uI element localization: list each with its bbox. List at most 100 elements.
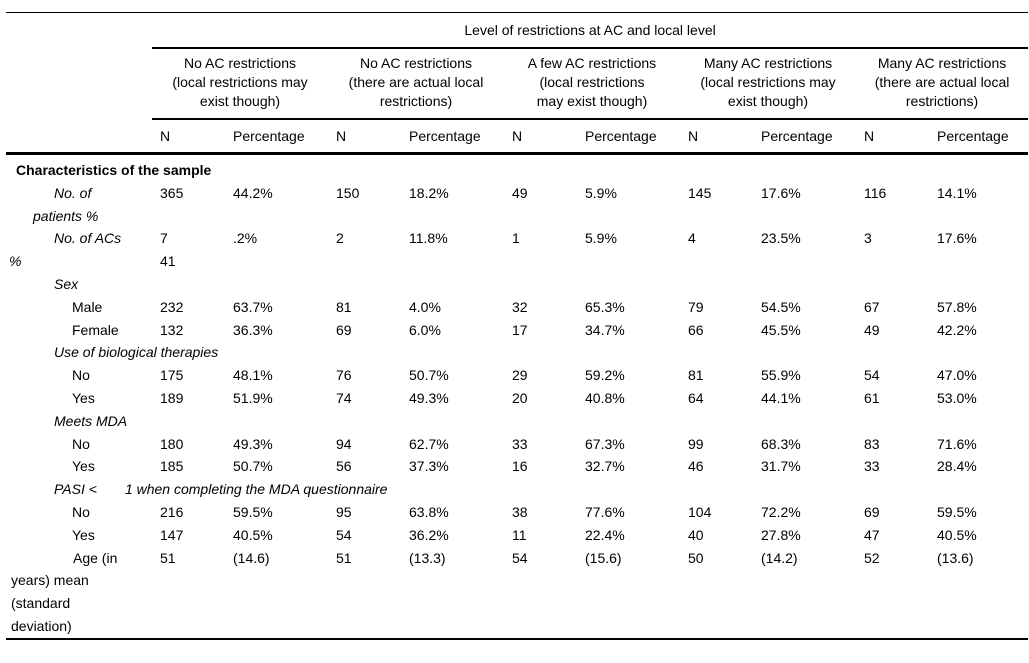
percentage-value: (13.6) bbox=[937, 549, 974, 566]
table-row: Male 232 63.7% 81 4.0% 32 65.3% 79 54.5% 67 57.8% bbox=[6, 296, 1028, 319]
column-header-n: N bbox=[152, 119, 233, 155]
n-value: 32 bbox=[512, 298, 528, 315]
percentage-value bbox=[233, 154, 328, 182]
n-value: 104 bbox=[688, 503, 712, 520]
n-value bbox=[504, 341, 585, 364]
column-header-percentage: Percentage bbox=[409, 119, 504, 155]
n-value: 175 bbox=[160, 367, 184, 384]
n-value bbox=[856, 273, 937, 296]
n-value: 17 bbox=[512, 321, 528, 338]
percentage-value bbox=[937, 154, 1028, 182]
percentage-value bbox=[937, 341, 1028, 364]
percentage-value: 45.5% bbox=[761, 321, 801, 338]
n-value: 147 bbox=[160, 526, 184, 543]
table-row: No. of patients % 365 44.2% 150 18.2% 49 5.9% 14… bbox=[6, 182, 1028, 228]
n-value bbox=[504, 154, 585, 182]
percentage-value: 42.2% bbox=[937, 321, 977, 338]
n-value bbox=[504, 273, 585, 296]
table-row: Sex bbox=[6, 273, 1028, 296]
column-header-percentage: Percentage bbox=[585, 119, 680, 155]
table-row: No 180 49.3% 94 62.7% 33 67.3% 99 68.3% 83 71.6% bbox=[6, 433, 1028, 456]
table-row: Yes 147 40.5% 54 36.2% 11 22.4% 40 27.8% 47 40.5% bbox=[6, 524, 1028, 547]
n-value: 50 bbox=[688, 549, 704, 566]
percentage-value: 63.8% bbox=[409, 503, 449, 520]
percentage-value: 5.9% bbox=[585, 184, 617, 201]
percentage-value: 23.5% bbox=[761, 230, 801, 247]
corner-blank-cell bbox=[6, 48, 152, 119]
n-value: 116 bbox=[864, 184, 887, 201]
n-value bbox=[856, 341, 937, 364]
row-label: Age (in years) mean (standard deviation) bbox=[11, 549, 118, 634]
percentage-value: 59.5% bbox=[937, 503, 977, 520]
percentage-value: 14.1% bbox=[937, 184, 977, 201]
percentage-value bbox=[409, 410, 504, 433]
percentage-value: 44.1% bbox=[761, 389, 801, 406]
percentage-value: 27.8% bbox=[761, 526, 801, 543]
subheader-row: N Percentage N Percentage N Percentage N… bbox=[6, 119, 1029, 155]
percentage-value: 49.3% bbox=[233, 435, 273, 452]
percentage-value: 77.6% bbox=[585, 503, 625, 520]
n-value bbox=[328, 410, 409, 433]
percentage-value: 5.9% bbox=[585, 230, 617, 247]
percentage-value: 47.0% bbox=[937, 367, 977, 384]
n-value bbox=[856, 410, 937, 433]
n-value bbox=[680, 478, 761, 501]
n-value: 4 bbox=[688, 230, 696, 247]
percentage-value: 28.4% bbox=[937, 458, 977, 475]
percentage-value: 4.0% bbox=[409, 298, 441, 315]
n-value: 49 bbox=[864, 321, 880, 338]
n-value bbox=[680, 154, 761, 182]
n-value: 132 bbox=[160, 321, 184, 338]
percentage-value: 55.9% bbox=[761, 367, 801, 384]
percentage-value: 31.7% bbox=[761, 458, 801, 475]
percentage-value bbox=[585, 478, 680, 501]
percentage-value bbox=[409, 154, 504, 182]
percentage-value: 50.7% bbox=[233, 458, 273, 475]
row-label: Meets MDA bbox=[54, 412, 128, 429]
percentage-value: .2% bbox=[233, 230, 258, 247]
n-value: 365 bbox=[160, 184, 184, 201]
table-body: Characteristics of the sample No. of patie… bbox=[6, 154, 1028, 639]
percentage-value: 40.5% bbox=[233, 526, 273, 543]
row-label: Yes bbox=[72, 389, 95, 406]
table-row: Yes 185 50.7% 56 37.3% 16 32.7% 46 31.7% 33 28.4% bbox=[6, 455, 1028, 478]
row-label: No. of patients % bbox=[33, 184, 99, 224]
percentage-value: 48.1% bbox=[233, 367, 273, 384]
n-value: 189 bbox=[160, 389, 184, 406]
row-label: Sex bbox=[54, 275, 79, 292]
table-row: Female 132 36.3% 69 6.0% 17 34.7% 66 45.5% 49 42.2… bbox=[6, 319, 1028, 342]
n-value: 11 bbox=[512, 526, 527, 543]
n-value: 79 bbox=[688, 298, 704, 315]
percentage-value: 54.5% bbox=[761, 298, 801, 315]
percentage-value: (14.2) bbox=[761, 549, 798, 566]
n-value: 95 bbox=[336, 503, 352, 520]
percentage-value bbox=[585, 273, 680, 296]
n-value: 54 bbox=[512, 549, 528, 566]
n-value: 33 bbox=[864, 458, 880, 475]
row-label: No bbox=[72, 367, 90, 384]
row-label: Yes bbox=[72, 458, 95, 475]
spanner-row: Level of restrictions at AC and local le… bbox=[6, 12, 1029, 49]
table-row: No. of ACs% 7 41 .2% 2 11.8% 1 5.9% 4 23.5% 3 17.6… bbox=[6, 227, 1028, 273]
percentage-value bbox=[937, 410, 1028, 433]
percentage-value bbox=[761, 341, 856, 364]
percentage-value: 53.0% bbox=[937, 389, 977, 406]
percentage-value bbox=[761, 478, 856, 501]
group-header-no-ac-local-may: No AC restrictions (local restrictions m… bbox=[152, 48, 328, 120]
percentage-value bbox=[409, 273, 504, 296]
percentage-value: 6.0% bbox=[409, 321, 441, 338]
percentage-value bbox=[761, 154, 856, 182]
n-value bbox=[328, 341, 409, 364]
percentage-value: 40.5% bbox=[937, 526, 977, 543]
n-value: 185 bbox=[160, 458, 184, 475]
n-value: 69 bbox=[336, 321, 352, 338]
n-value bbox=[328, 273, 409, 296]
percentage-value: 40.8% bbox=[585, 389, 625, 406]
n-value: 49 bbox=[512, 184, 528, 201]
percentage-value bbox=[585, 410, 680, 433]
percentage-value: 50.7% bbox=[409, 367, 449, 384]
percentage-value: 44.2% bbox=[233, 184, 273, 201]
table-row: PASI < 1 when completing the MDA question… bbox=[6, 478, 1028, 501]
row-label: Characteristics of the sample bbox=[16, 162, 212, 178]
percentage-value: 72.2% bbox=[761, 503, 801, 520]
